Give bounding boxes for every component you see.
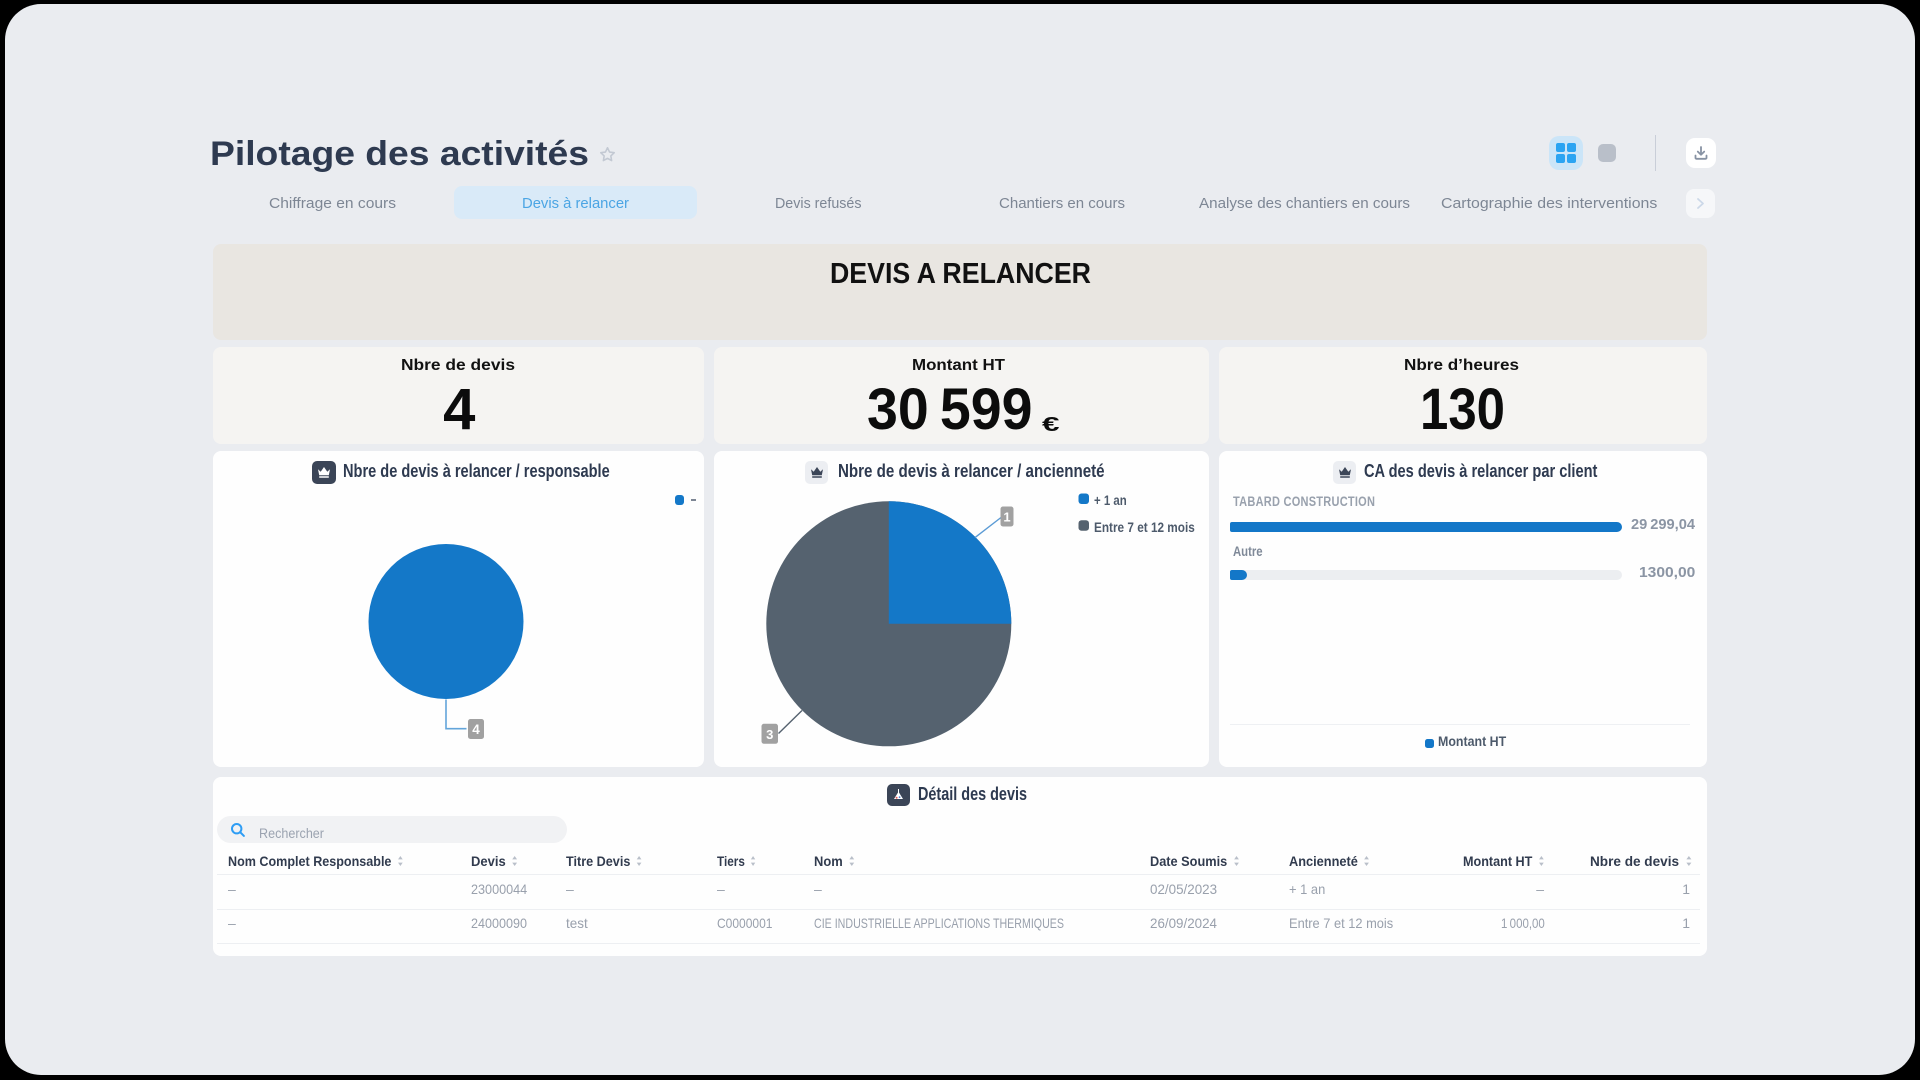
svg-text:3: 3 [766, 727, 773, 742]
svg-text:4: 4 [472, 722, 480, 737]
svg-text:1: 1 [1003, 510, 1010, 525]
